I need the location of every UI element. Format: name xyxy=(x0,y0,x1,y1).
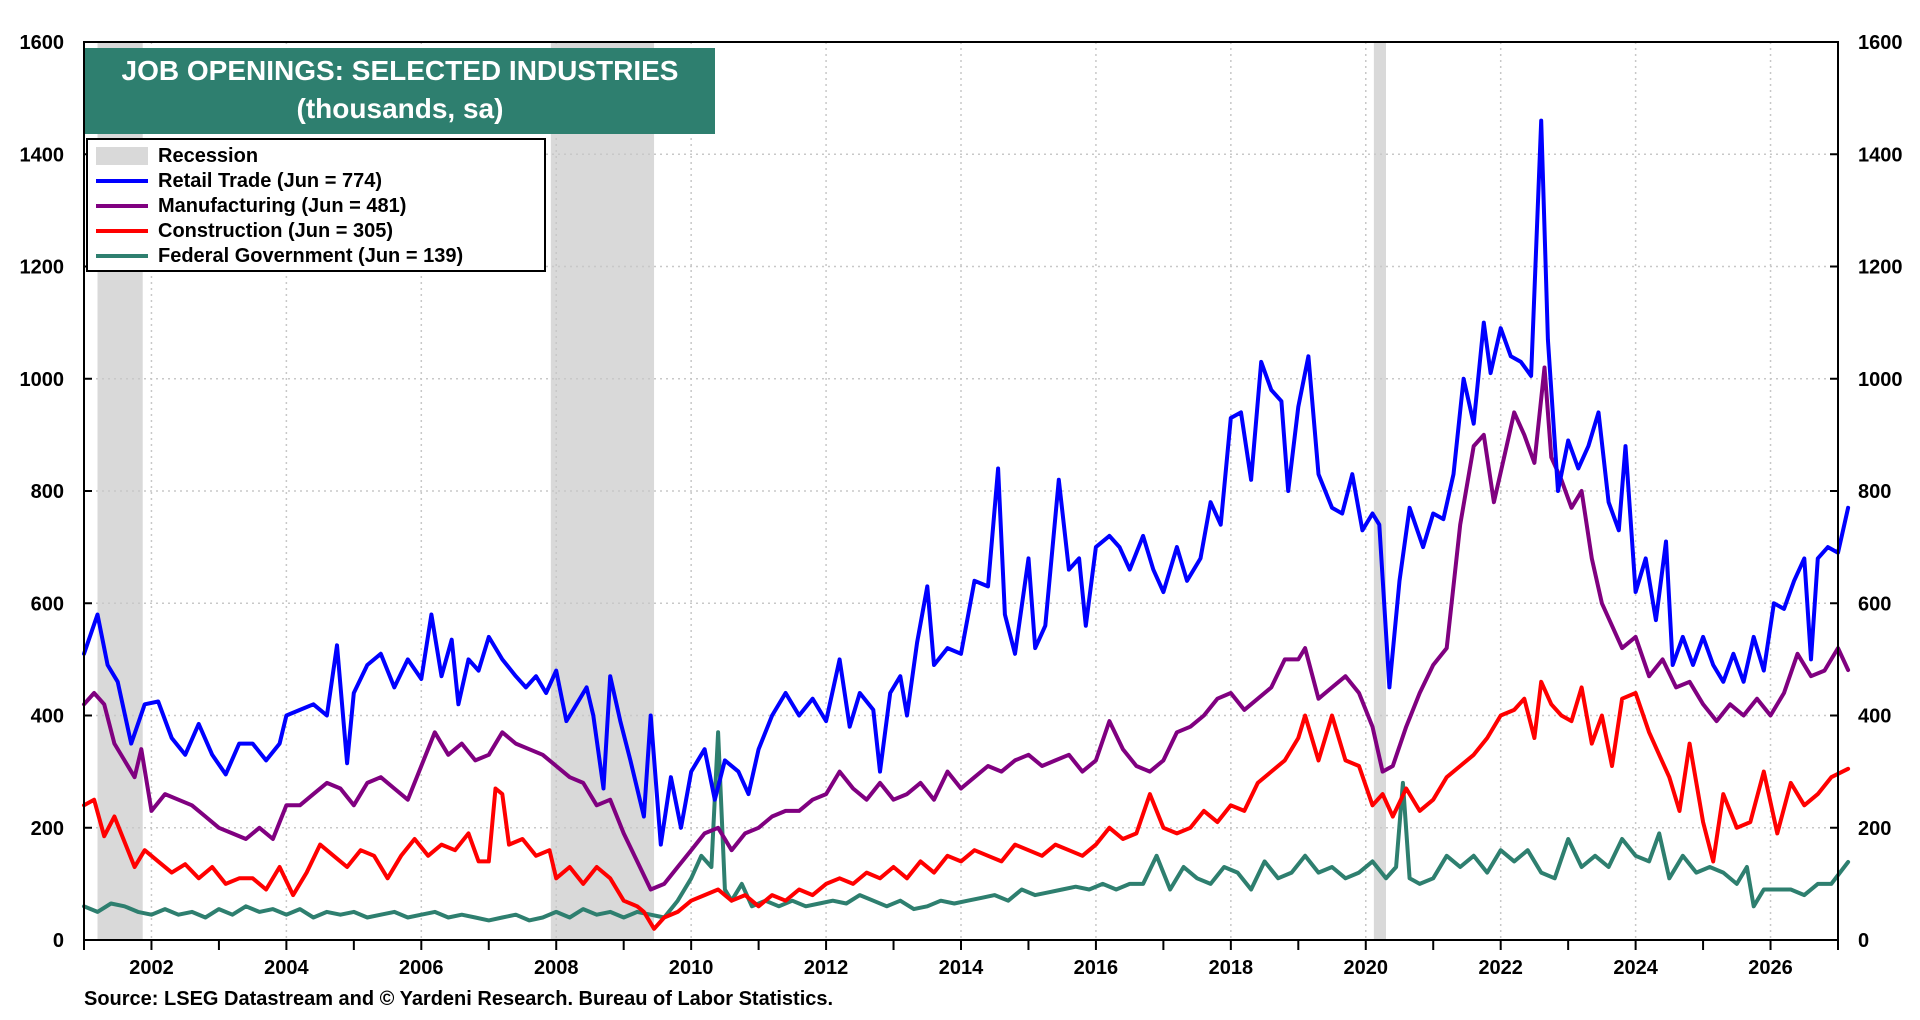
y-tick-label-right: 800 xyxy=(1858,481,1891,503)
y-tick-label-left: 1600 xyxy=(20,32,65,54)
x-tick-label: 2004 xyxy=(264,957,309,979)
x-tick-label: 2006 xyxy=(399,957,444,979)
legend-item-retail: Retail Trade (Jun = 774) xyxy=(96,169,382,193)
y-tick-label-right: 200 xyxy=(1858,818,1891,840)
y-tick-label-right: 1600 xyxy=(1858,32,1903,54)
legend-swatch-construction xyxy=(96,229,148,233)
x-tick-label: 2022 xyxy=(1478,957,1523,979)
chart-title-line2: (thousands, sa) xyxy=(296,93,504,124)
series-line-construction xyxy=(82,679,1851,931)
x-tick-label: 2010 xyxy=(669,957,714,979)
x-tick-label: 2020 xyxy=(1344,957,1389,979)
x-tick-label: 2014 xyxy=(939,957,984,979)
recession-band-2 xyxy=(550,42,655,940)
legend: Recession Retail Trade (Jun = 774) Manuf… xyxy=(86,138,546,272)
axes xyxy=(83,41,1839,950)
legend-item-federal: Federal Government (Jun = 139) xyxy=(96,244,463,268)
series-line-federal xyxy=(82,730,1851,923)
legend-label-manufacturing: Manufacturing (Jun = 481) xyxy=(158,194,407,217)
y-tick-label-right: 400 xyxy=(1858,706,1891,728)
y-tick-label-right: 600 xyxy=(1858,593,1891,615)
legend-label-recession: Recession xyxy=(158,144,259,167)
recession-band-3 xyxy=(1373,42,1387,940)
legend-swatch-recession xyxy=(96,147,148,165)
y-tick-label-right: 1200 xyxy=(1858,257,1903,279)
tick-labels: 0 0 200 200 400 400 600 600 800 800 1000 1000 1200 12… xyxy=(20,32,1903,979)
chart-title: JOB OPENINGS: SELECTED INDUSTRIES (thous… xyxy=(85,48,715,134)
source-note: Source: LSEG Datastream and © Yardeni Re… xyxy=(84,988,834,1010)
series-lines xyxy=(82,118,1851,931)
x-tick-label: 2026 xyxy=(1748,957,1793,979)
y-tick-label-left: 800 xyxy=(31,481,64,503)
legend-item-recession: Recession xyxy=(96,144,258,168)
x-tick-label: 2002 xyxy=(129,957,174,979)
legend-item-construction: Construction (Jun = 305) xyxy=(96,219,393,243)
y-tick-label-left: 1200 xyxy=(20,257,65,279)
y-tick-label-right: 1400 xyxy=(1858,144,1903,166)
legend-item-manufacturing: Manufacturing (Jun = 481) xyxy=(96,194,406,218)
y-tick-label-left: 200 xyxy=(31,818,64,840)
x-tick-label: 2008 xyxy=(534,957,579,979)
x-tick-label: 2012 xyxy=(804,957,849,979)
legend-swatch-retail xyxy=(96,179,148,183)
y-tick-label-right: 1000 xyxy=(1858,369,1903,391)
y-tick-label-left: 1000 xyxy=(20,369,65,391)
y-tick-label-right: 0 xyxy=(1858,930,1869,952)
plot-frame xyxy=(83,41,1839,941)
y-tick-label-left: 400 xyxy=(31,706,64,728)
y-tick-label-left: 0 xyxy=(53,930,64,952)
legend-label-construction: Construction (Jun = 305) xyxy=(158,219,394,242)
chart-title-line1: JOB OPENINGS: SELECTED INDUSTRIES xyxy=(121,55,679,86)
grid-lines xyxy=(84,42,1838,940)
y-tick-label-left: 1400 xyxy=(20,144,65,166)
x-tick-label: 2018 xyxy=(1209,957,1254,979)
legend-swatch-manufacturing xyxy=(96,204,148,208)
y-tick-label-left: 600 xyxy=(31,593,64,615)
legend-label-federal: Federal Government (Jun = 139) xyxy=(158,244,464,267)
series-line-retail xyxy=(82,118,1851,847)
x-tick-label: 2016 xyxy=(1074,957,1119,979)
legend-label-retail: Retail Trade (Jun = 774) xyxy=(158,169,382,192)
x-tick-label: 2024 xyxy=(1613,957,1658,979)
legend-swatch-federal xyxy=(96,254,148,258)
